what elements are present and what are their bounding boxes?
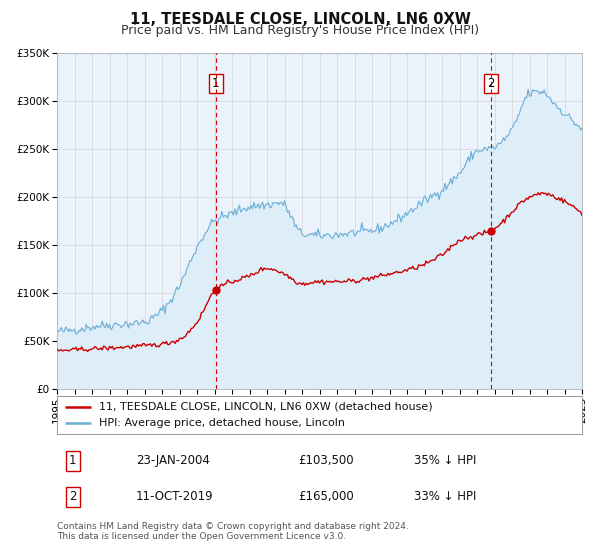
Text: Price paid vs. HM Land Registry's House Price Index (HPI): Price paid vs. HM Land Registry's House … <box>121 24 479 36</box>
Text: 2: 2 <box>69 491 77 503</box>
Text: £165,000: £165,000 <box>299 491 354 503</box>
Text: 11-OCT-2019: 11-OCT-2019 <box>136 491 214 503</box>
Text: HPI: Average price, detached house, Lincoln: HPI: Average price, detached house, Linc… <box>99 418 345 428</box>
Text: £103,500: £103,500 <box>299 454 354 467</box>
Text: 35% ↓ HPI: 35% ↓ HPI <box>414 454 476 467</box>
Text: 1: 1 <box>69 454 77 467</box>
Text: 11, TEESDALE CLOSE, LINCOLN, LN6 0XW (detached house): 11, TEESDALE CLOSE, LINCOLN, LN6 0XW (de… <box>99 402 433 412</box>
Text: 1: 1 <box>212 77 220 90</box>
Text: 33% ↓ HPI: 33% ↓ HPI <box>414 491 476 503</box>
Text: 11, TEESDALE CLOSE, LINCOLN, LN6 0XW: 11, TEESDALE CLOSE, LINCOLN, LN6 0XW <box>130 12 470 27</box>
Text: 2: 2 <box>487 77 494 90</box>
Text: 23-JAN-2004: 23-JAN-2004 <box>136 454 209 467</box>
Text: Contains HM Land Registry data © Crown copyright and database right 2024.
This d: Contains HM Land Registry data © Crown c… <box>57 522 409 542</box>
